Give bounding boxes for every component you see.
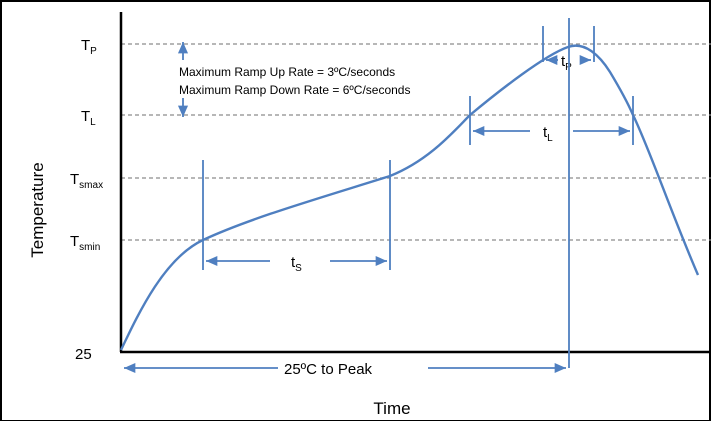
tl-level-label: TL — [81, 108, 96, 128]
peak-interval-label: 25ºC to Peak — [284, 361, 373, 378]
ramp-down-note: Maximum Ramp Down Rate = 6ºC/seconds — [179, 83, 410, 97]
ramp-up-note: Maximum Ramp Up Rate = 3ºC/seconds — [179, 65, 395, 79]
tsmax-level-label: Tsmax — [70, 171, 103, 191]
tl-interval-label: tL — [543, 124, 553, 144]
tp-level-label: TP — [81, 37, 97, 57]
ts-label: tS — [291, 254, 302, 274]
tsmin-level-label: Tsmin — [70, 233, 100, 253]
x-axis-title: Time — [373, 399, 410, 418]
y-axis-title: Temperature — [28, 162, 47, 257]
tp-interval-label: tP — [561, 53, 572, 73]
base-temperature-label: 25 — [75, 346, 92, 363]
